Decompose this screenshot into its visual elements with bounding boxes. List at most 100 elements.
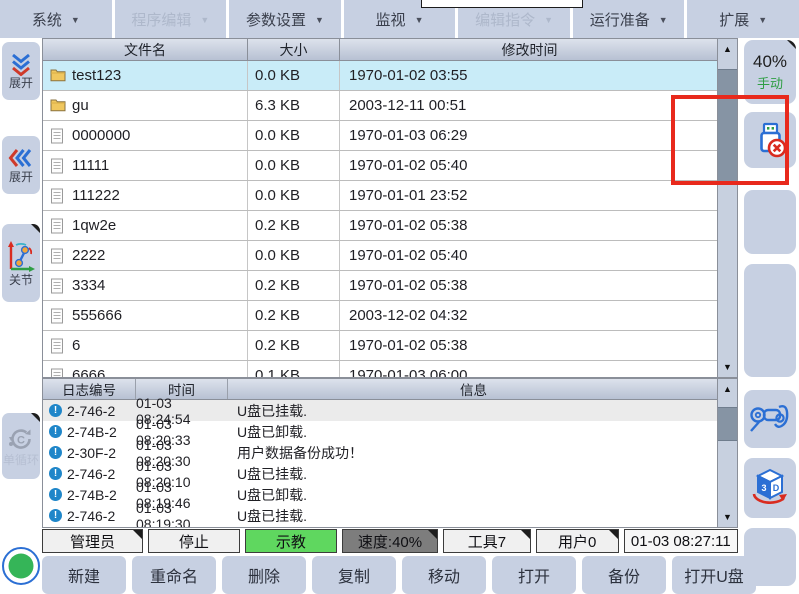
status-user-frame[interactable]: 用户0 xyxy=(535,529,619,553)
file-name: 6 xyxy=(72,337,81,354)
action-button[interactable]: 打开 xyxy=(492,556,576,594)
log-time: 01-03 08:20:33 xyxy=(136,415,191,448)
log-table-scrollbar[interactable]: ▲ ▼ xyxy=(717,379,737,527)
menu-bar: 系统 ▼ 程序编辑 ▼ 参数设置 ▼ 监视 ▼ 编辑指令 ▼ 运行准备 ▼ 扩展… xyxy=(0,0,799,38)
log-row[interactable]: 2-74B-2 01-03 08:19:46 U盘已卸载. xyxy=(43,479,719,511)
log-row[interactable]: 2-746-2 01-03 08:24:54 U盘已挂载. xyxy=(43,395,719,427)
table-row[interactable]: 1qw2e 0.2 KB 1970-01-02 05:38 xyxy=(43,211,719,241)
log-time: 01-03 08:20:10 xyxy=(136,457,191,490)
expand-left-button[interactable]: 展开 xyxy=(2,136,40,194)
file-mtime: 1970-01-01 23:52 xyxy=(349,187,468,204)
chevron-down-icon: ▼ xyxy=(544,15,554,25)
menu-item[interactable]: 运行准备 ▼ xyxy=(572,0,685,38)
table-row[interactable]: test123 0.0 KB 1970-01-02 03:55 xyxy=(43,61,719,91)
log-message: U盘已卸载. xyxy=(237,423,307,440)
column-header-mtime: 修改时间 xyxy=(501,41,558,58)
menu-item[interactable]: 参数设置 ▼ xyxy=(229,0,341,38)
file-size: 0.2 KB xyxy=(248,211,340,240)
table-row[interactable]: 0000000 0.0 KB 1970-01-03 06:29 xyxy=(43,121,719,151)
right-rail-empty-button-3[interactable] xyxy=(744,528,796,586)
file-mtime: 2003-12-02 04:32 xyxy=(349,307,468,324)
table-row[interactable]: 6666 0.1 KB 1970-01-03 06:00 xyxy=(43,361,719,378)
log-code: 2-74B-2 xyxy=(67,486,117,503)
column-header-log-info: 信息 xyxy=(460,383,487,398)
menu-item[interactable]: 系统 ▼ xyxy=(0,0,112,38)
file-name: 6666 xyxy=(72,367,106,378)
log-code: 2-746-2 xyxy=(67,402,116,419)
log-time: 01-03 08:19:46 xyxy=(136,478,191,511)
right-rail-empty-button-2[interactable] xyxy=(744,264,796,377)
action-button[interactable]: 复制 xyxy=(312,556,396,594)
file-name: 11111 xyxy=(72,157,110,174)
action-bar: 新建 重命名 删除 复制 移动 打开 备份 打开U盘 xyxy=(42,556,756,594)
log-message: U盘已挂载. xyxy=(237,465,307,482)
log-message: 用户数据备份成功！ xyxy=(237,444,363,461)
servo-enable-button[interactable] xyxy=(2,540,40,592)
table-row[interactable]: 6 0.2 KB 1970-01-02 05:38 xyxy=(43,331,719,361)
status-tool[interactable]: 工具7 xyxy=(443,529,531,553)
file-size: 0.0 KB xyxy=(248,181,340,210)
table-row[interactable]: gu 6.3 KB 2003-12-11 00:51 xyxy=(43,91,719,121)
file-icon xyxy=(50,158,66,174)
file-table-header: 文件名 大小 修改时间 xyxy=(43,39,719,61)
scroll-down-button[interactable]: ▼ xyxy=(723,362,732,372)
file-mtime: 1970-01-02 05:40 xyxy=(349,157,468,174)
chevron-down-icon: ▼ xyxy=(658,15,668,25)
info-icon xyxy=(49,404,62,417)
action-button[interactable]: 移动 xyxy=(402,556,486,594)
log-message: U盘已挂载. xyxy=(237,507,307,524)
log-message: U盘已挂载. xyxy=(237,402,307,419)
table-row[interactable]: 3334 0.2 KB 1970-01-02 05:38 xyxy=(43,271,719,301)
log-table-header: 日志编号 时间 信息 xyxy=(43,379,719,400)
table-row[interactable]: 11111 0.0 KB 1970-01-02 05:40 xyxy=(43,151,719,181)
chevron-down-icon: ▼ xyxy=(314,15,324,25)
action-button[interactable]: 打开U盘 xyxy=(672,556,756,594)
file-name: 555666 xyxy=(72,307,123,324)
menu-item: 程序编辑 ▼ xyxy=(114,0,227,38)
usb-eject-button[interactable] xyxy=(744,112,796,168)
popup-remnant xyxy=(421,0,583,8)
file-icon xyxy=(50,188,66,204)
table-row[interactable]: 2222 0.0 KB 1970-01-02 05:40 xyxy=(43,241,719,271)
right-rail-empty-button-1[interactable] xyxy=(744,190,796,254)
file-size: 6.3 KB xyxy=(248,91,340,120)
jog-controller-button[interactable] xyxy=(744,390,796,448)
scroll-up-button[interactable]: ▲ xyxy=(723,44,732,54)
log-row[interactable]: 2-74B-2 01-03 08:20:33 U盘已卸载. xyxy=(43,416,719,448)
log-scroll-up-button[interactable]: ▲ xyxy=(723,384,732,394)
table-row[interactable]: 555666 0.2 KB 2003-12-02 04:32 xyxy=(43,301,719,331)
single-cycle-label: 单循环 xyxy=(2,453,39,467)
action-button[interactable]: 新建 xyxy=(42,556,126,594)
info-icon xyxy=(49,425,62,438)
folder-icon xyxy=(50,98,66,114)
log-scrollbar-thumb[interactable] xyxy=(718,407,737,441)
action-button[interactable]: 备份 xyxy=(582,556,666,594)
file-table-scrollbar[interactable]: ▲ ▼ xyxy=(717,39,737,377)
file-icon xyxy=(50,218,66,234)
file-icon xyxy=(50,278,66,294)
scrollbar-thumb[interactable] xyxy=(718,69,737,182)
jog-speed-value: 40% xyxy=(752,52,788,71)
log-row[interactable]: 2-746-2 01-03 08:19:30 U盘已挂载. xyxy=(43,500,719,527)
action-button[interactable]: 删除 xyxy=(222,556,306,594)
menu-item[interactable]: 扩展 ▼ xyxy=(687,0,799,38)
jog-speed-button[interactable]: 40% 手动 xyxy=(744,40,796,104)
table-row[interactable]: 111222 0.0 KB 1970-01-01 23:52 xyxy=(43,181,719,211)
file-size: 0.0 KB xyxy=(248,61,340,90)
joint-coordinate-button[interactable]: 关节 xyxy=(2,224,40,302)
log-table-body: 2-746-2 01-03 08:24:54 U盘已挂载. 2-74B-2 01… xyxy=(43,395,737,527)
action-button[interactable]: 重命名 xyxy=(132,556,216,594)
3d-view-button[interactable]: 3 D xyxy=(744,458,796,518)
file-icon xyxy=(50,128,66,144)
status-speed[interactable]: 速度:40% xyxy=(341,529,439,553)
log-row[interactable]: 2-30F-2 01-03 08:20:30 用户数据备份成功！ xyxy=(43,437,719,469)
expand-down-button[interactable]: 展开 xyxy=(2,42,40,100)
file-mtime: 1970-01-02 05:40 xyxy=(349,247,468,264)
log-row[interactable]: 2-746-2 01-03 08:20:10 U盘已挂载. xyxy=(43,458,719,490)
double-chevron-left-icon xyxy=(8,146,34,170)
usb-eject-icon xyxy=(753,121,787,159)
file-size: 0.0 KB xyxy=(248,241,340,270)
status-access-level[interactable]: 管理员 xyxy=(42,529,143,553)
log-scroll-down-button[interactable]: ▼ xyxy=(723,512,732,522)
